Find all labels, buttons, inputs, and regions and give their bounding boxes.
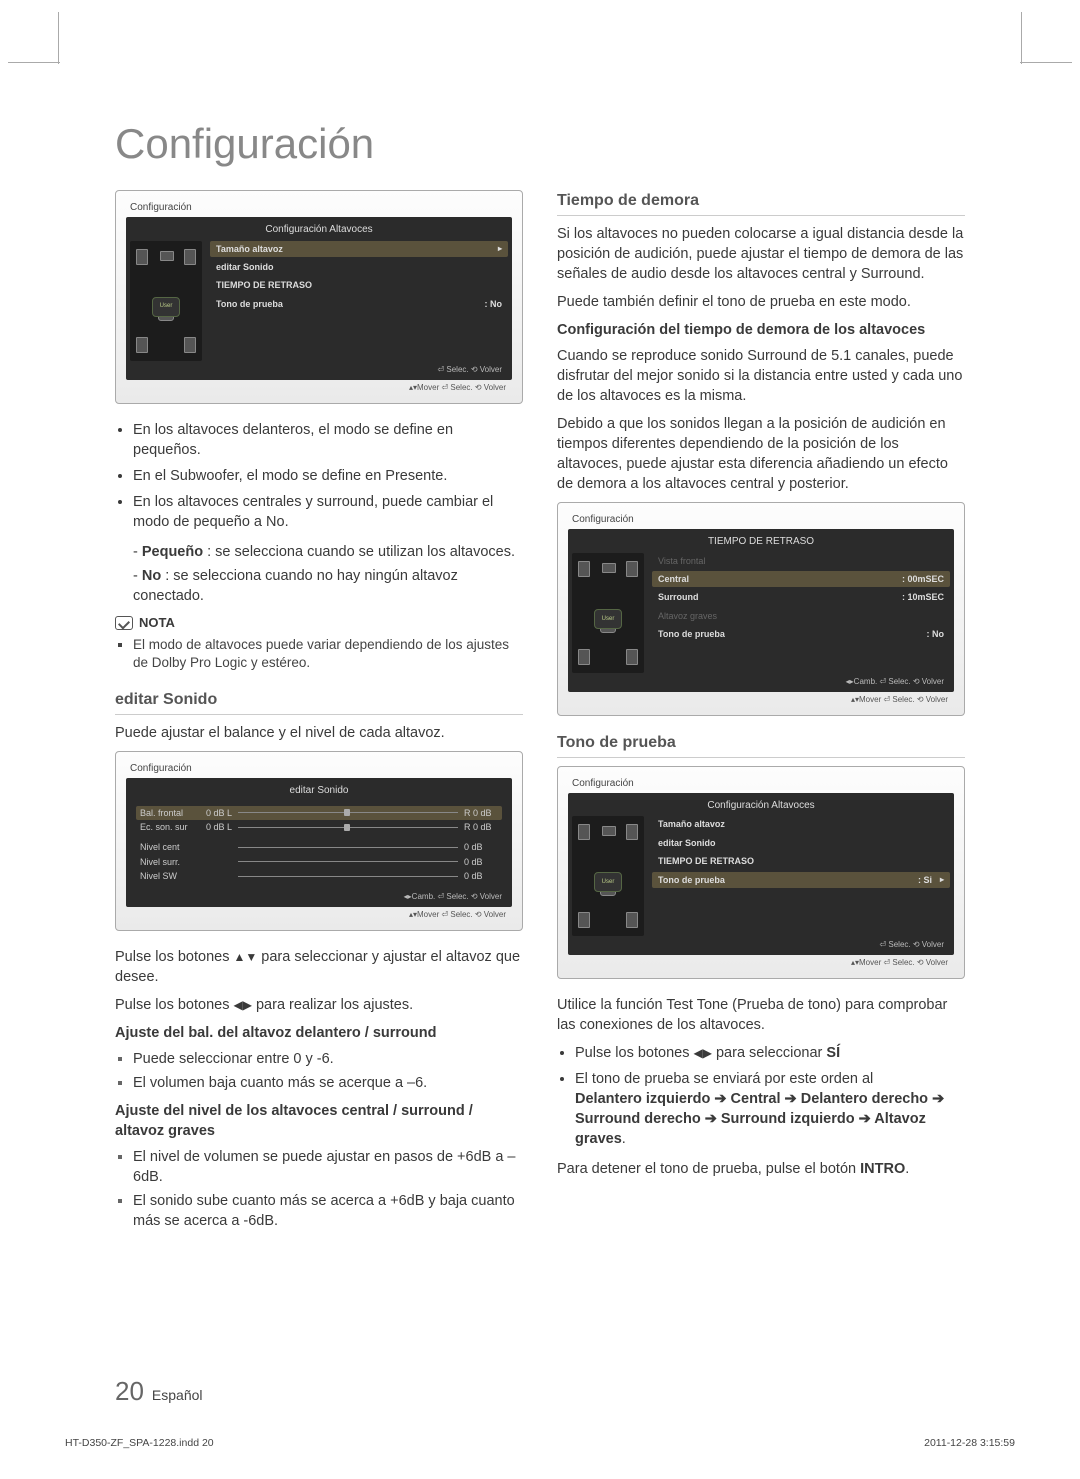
panel-breadcrumb: Configuración bbox=[568, 777, 954, 791]
heading-editar-sonido: editar Sonido bbox=[115, 689, 523, 715]
menu-item[interactable]: TIEMPO DE RETRASO bbox=[652, 853, 950, 869]
sub-item-no: - No : se selecciona cuando no hay ningú… bbox=[115, 566, 523, 606]
menu-item[interactable]: Tono de prueba: No bbox=[652, 626, 950, 642]
panel-speaker-config: Configuración Configuración Altavoces Us… bbox=[115, 190, 523, 404]
paragraph: Para detener el tono de prueba, pulse el… bbox=[557, 1159, 965, 1179]
list-item: Pulse los botones ◀▶ para seleccionar SÍ bbox=[575, 1043, 965, 1063]
listener-icon: User bbox=[594, 609, 622, 629]
menu-item[interactable]: Tono de prueba: Si▸ bbox=[652, 872, 950, 888]
panel-breadcrumb: Configuración bbox=[126, 762, 512, 776]
footer-date: 2011-12-28 3:15:59 bbox=[924, 1437, 1015, 1449]
panel-edit-sound: Configuración editar Sonido Bal. frontal… bbox=[115, 751, 523, 931]
level-slider-row[interactable]: Nivel cent0 dB bbox=[136, 840, 502, 854]
menu-item[interactable]: Tamaño altavoz▸ bbox=[210, 241, 508, 257]
leftright-icon: ◀▶ bbox=[234, 998, 252, 1012]
paragraph: Utilice la función Test Tone (Prueba de … bbox=[557, 995, 965, 1035]
menu-item[interactable]: Tono de prueba: No bbox=[210, 296, 508, 312]
menu-item[interactable]: Surround: 10mSEC bbox=[652, 589, 950, 605]
balance-slider-row[interactable]: Bal. frontal0 dB LR 0 dB bbox=[136, 806, 502, 820]
heading-tiempo-demora: Tiempo de demora bbox=[557, 190, 965, 216]
menu-item[interactable]: Central: 00mSEC bbox=[652, 571, 950, 587]
panel-footer: ⏎ Selec. ⟲ Volver bbox=[572, 936, 950, 951]
left-column: Configuración Configuración Altavoces Us… bbox=[115, 190, 523, 1235]
page-language: Español bbox=[152, 1387, 203, 1403]
footer-file: HT-D350-ZF_SPA-1228.indd 20 bbox=[65, 1437, 214, 1449]
list-item: El sonido sube cuanto más se acerca a +6… bbox=[133, 1191, 523, 1231]
menu-item[interactable]: TIEMPO DE RETRASO bbox=[210, 277, 508, 293]
page-number-row: 20 Español bbox=[115, 1376, 203, 1407]
note-item: El modo de altavoces puede variar depend… bbox=[133, 636, 523, 673]
list-item: El tono de prueba se enviará por este or… bbox=[575, 1069, 965, 1149]
listener-icon: User bbox=[152, 297, 180, 317]
menu-item[interactable]: Vista frontal bbox=[652, 553, 950, 569]
panel-footer: ◂▸Camb. ⏎ Selec. ⟲ Volver bbox=[572, 673, 950, 688]
heading-balance: Ajuste del bal. del altavoz delantero / … bbox=[115, 1023, 523, 1043]
paragraph: Si los altavoces no pueden colocarse a i… bbox=[557, 224, 965, 284]
footer-metadata: HT-D350-ZF_SPA-1228.indd 20 2011-12-28 3… bbox=[65, 1437, 1015, 1449]
paragraph: Puede ajustar el balance y el nivel de c… bbox=[115, 723, 523, 743]
level-slider-row[interactable]: Nivel SW0 dB bbox=[136, 869, 502, 883]
paragraph: Debido a que los sonidos llegan a la pos… bbox=[557, 414, 965, 494]
speaker-mode-list: En los altavoces delanteros, el modo se … bbox=[115, 420, 523, 532]
paragraph: Puede también definir el tono de prueba … bbox=[557, 292, 965, 312]
menu-item[interactable]: editar Sonido bbox=[652, 835, 950, 851]
panel-outer-footer: ▴▾Mover ⏎ Selec. ⟲ Volver bbox=[126, 907, 512, 920]
page-number: 20 bbox=[115, 1376, 144, 1407]
updown-icon: ▲▼ bbox=[234, 950, 258, 964]
list-item: El volumen baja cuanto más se acerque a … bbox=[133, 1073, 523, 1093]
listener-icon: User bbox=[594, 872, 622, 892]
paragraph: Pulse los botones ▲▼ para seleccionar y … bbox=[115, 947, 523, 987]
chevron-right-icon: ▸ bbox=[498, 243, 502, 254]
list-item: Puede seleccionar entre 0 y -6. bbox=[133, 1049, 523, 1069]
note-heading: NOTA bbox=[115, 614, 523, 632]
panel-outer-footer: ▴▾Mover ⏎ Selec. ⟲ Volver bbox=[126, 380, 512, 393]
panel-outer-footer: ▴▾Mover ⏎ Selec. ⟲ Volver bbox=[568, 955, 954, 968]
leftright-icon: ◀▶ bbox=[694, 1046, 712, 1060]
list-item: En los altavoces delanteros, el modo se … bbox=[133, 420, 523, 460]
page-title: Configuración bbox=[115, 120, 965, 168]
note-icon bbox=[115, 616, 133, 630]
panel-footer: ◂▸Camb. ⏎ Selec. ⟲ Volver bbox=[130, 888, 508, 903]
panel-breadcrumb: Configuración bbox=[126, 201, 512, 215]
sub-item-pequeno: - Pequeño : se selecciona cuando se util… bbox=[115, 542, 523, 562]
panel-title: Configuración Altavoces bbox=[572, 797, 950, 817]
paragraph: Cuando se reproduce sonido Surround de 5… bbox=[557, 346, 965, 406]
panel-title: Configuración Altavoces bbox=[130, 221, 508, 241]
panel-footer: ⏎ Selec. ⟲ Volver bbox=[130, 361, 508, 376]
speaker-layout-diagram: User bbox=[572, 816, 644, 936]
speaker-layout-diagram: User bbox=[130, 241, 202, 361]
menu-item[interactable]: editar Sonido bbox=[210, 259, 508, 275]
panel-delay-time: Configuración TIEMPO DE RETRASO User Vis… bbox=[557, 502, 965, 716]
panel-title: TIEMPO DE RETRASO bbox=[572, 533, 950, 553]
heading-tono-prueba: Tono de prueba bbox=[557, 732, 965, 758]
heading-level: Ajuste del nivel de los altavoces centra… bbox=[115, 1101, 523, 1141]
balance-slider-row[interactable]: Ec. son. sur0 dB LR 0 dB bbox=[136, 820, 502, 834]
panel-outer-footer: ▴▾Mover ⏎ Selec. ⟲ Volver bbox=[568, 692, 954, 705]
panel-test-tone: Configuración Configuración Altavoces Us… bbox=[557, 766, 965, 980]
level-slider-row[interactable]: Nivel surr.0 dB bbox=[136, 855, 502, 869]
heading-conf-demora: Configuración del tiempo de demora de lo… bbox=[557, 320, 965, 340]
list-item: En los altavoces centrales y surround, p… bbox=[133, 492, 523, 532]
list-item: En el Subwoofer, el modo se define en Pr… bbox=[133, 466, 523, 486]
panel-breadcrumb: Configuración bbox=[568, 513, 954, 527]
panel-title: editar Sonido bbox=[130, 782, 508, 802]
paragraph: Pulse los botones ◀▶ para realizar los a… bbox=[115, 995, 523, 1015]
right-column: Tiempo de demora Si los altavoces no pue… bbox=[557, 190, 965, 1235]
chevron-right-icon: ▸ bbox=[940, 874, 944, 885]
menu-item[interactable]: Tamaño altavoz bbox=[652, 816, 950, 832]
list-item: El nivel de volumen se puede ajustar en … bbox=[133, 1147, 523, 1187]
menu-item[interactable]: Altavoz graves bbox=[652, 608, 950, 624]
speaker-layout-diagram: User bbox=[572, 553, 644, 673]
